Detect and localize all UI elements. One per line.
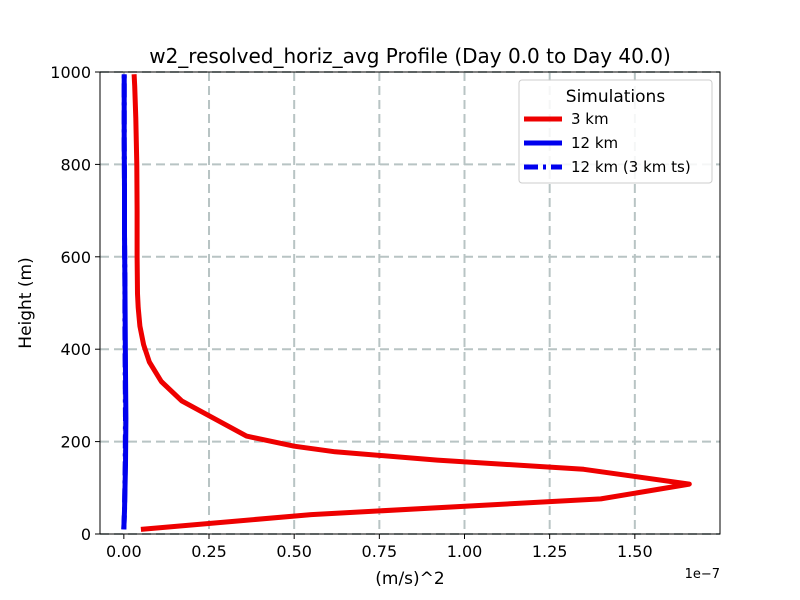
plot-frame [99, 71, 721, 535]
legend-entry-2: 12 km (3 km ts) [571, 158, 691, 176]
x-axis-label: (m/s)^2 [375, 569, 444, 589]
legend: Simulations 3 km 12 km 12 km (3 km ts) [518, 79, 713, 184]
x-tick-label: 0.75 [362, 542, 398, 561]
chart-title: w2_resolved_horiz_avg Profile (Day 0.0 t… [149, 44, 671, 68]
x-tick-label: 1.00 [447, 542, 483, 561]
y-tick-label: 1000 [50, 63, 91, 82]
legend-box [518, 79, 713, 184]
series-line-2 [121, 74, 128, 530]
y-axis: 0 200 400 600 800 1000 [50, 63, 100, 544]
legend-title: Simulations [566, 87, 666, 107]
x-tick-label: 0.50 [276, 542, 312, 561]
y-axis-label: Height (m) [16, 257, 36, 348]
x-tick-label: 0.25 [191, 542, 227, 561]
legend-entry-1: 12 km [571, 134, 618, 152]
x-axis-offset-label: 1e−7 [685, 567, 720, 582]
x-tick-label: 1.50 [617, 542, 653, 561]
y-tick-label: 0 [81, 525, 91, 544]
y-tick-label: 800 [60, 155, 91, 174]
legend-entry-0: 3 km [571, 110, 609, 128]
series-line-0 [131, 74, 692, 532]
series-layer [121, 74, 692, 532]
x-tick-label: 0.00 [106, 542, 142, 561]
y-tick-label: 400 [60, 340, 91, 359]
x-axis: 0.00 0.25 0.50 0.75 1.00 1.25 1.50 [106, 534, 653, 561]
y-tick-label: 600 [60, 248, 91, 267]
x-tick-label: 1.25 [532, 542, 568, 561]
y-tick-label: 200 [60, 433, 91, 452]
